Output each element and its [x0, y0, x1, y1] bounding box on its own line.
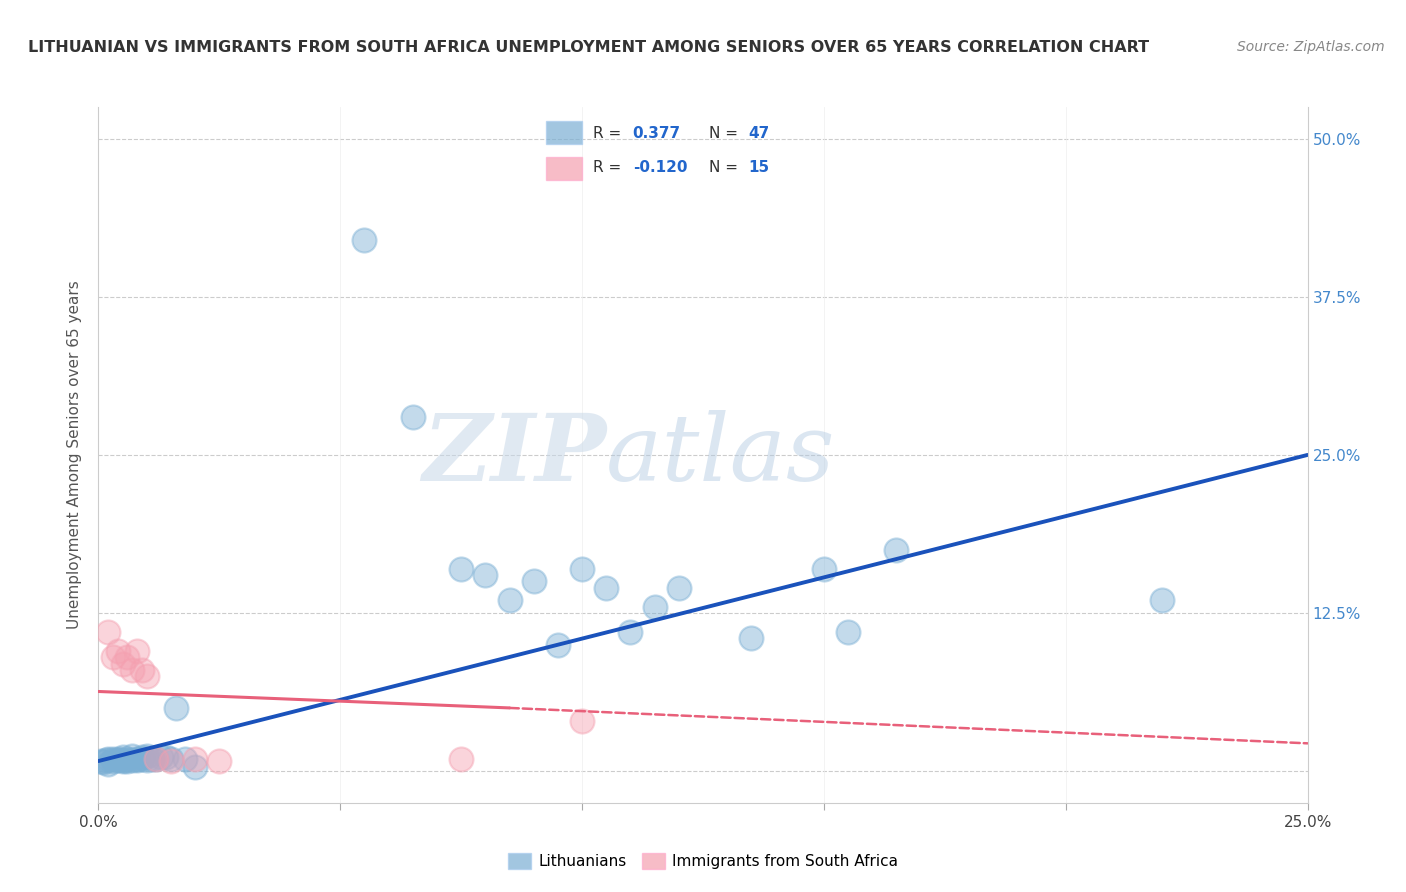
Point [547, 638, 569, 652]
Point [402, 409, 425, 424]
Point [450, 751, 472, 765]
Point [1152, 593, 1174, 607]
Point [145, 751, 167, 765]
Point [184, 760, 207, 774]
Text: LITHUANIAN VS IMMIGRANTS FROM SOUTH AFRICA UNEMPLOYMENT AMONG SENIORS OVER 65 YE: LITHUANIAN VS IMMIGRANTS FROM SOUTH AFRI… [28, 40, 1149, 55]
Point [668, 581, 690, 595]
Y-axis label: Unemployment Among Seniors over 65 years: Unemployment Among Seniors over 65 years [67, 281, 83, 629]
Text: R =: R = [593, 126, 621, 141]
Point [107, 644, 129, 658]
FancyBboxPatch shape [546, 121, 582, 145]
Point [644, 599, 666, 614]
Point [117, 751, 139, 765]
Legend: Lithuanians, Immigrants from South Africa: Lithuanians, Immigrants from South Afric… [502, 847, 904, 875]
Point [127, 753, 149, 767]
Point [107, 753, 129, 767]
Point [353, 233, 375, 247]
Point [165, 701, 187, 715]
Point [107, 751, 129, 765]
Point [97, 625, 120, 640]
Point [571, 714, 593, 728]
Text: -0.120: -0.120 [633, 161, 688, 176]
Text: 47: 47 [748, 126, 769, 141]
Point [135, 753, 157, 767]
Point [101, 754, 124, 768]
Point [135, 749, 157, 764]
FancyBboxPatch shape [546, 157, 582, 179]
Point [150, 750, 173, 764]
Point [135, 669, 157, 683]
Point [121, 753, 143, 767]
Point [208, 754, 231, 768]
Point [571, 562, 593, 576]
Text: atlas: atlas [606, 410, 835, 500]
Point [131, 750, 153, 764]
Text: ZIP: ZIP [422, 410, 606, 500]
Point [94, 753, 117, 767]
Point [160, 751, 183, 765]
Text: Source: ZipAtlas.com: Source: ZipAtlas.com [1237, 40, 1385, 54]
Point [886, 542, 908, 557]
Point [97, 756, 120, 771]
Point [127, 644, 149, 658]
Point [90, 754, 112, 768]
Point [117, 754, 139, 768]
Point [111, 750, 134, 764]
Point [131, 663, 153, 677]
Point [740, 632, 762, 646]
Point [91, 756, 114, 770]
Point [101, 650, 124, 665]
Point [127, 751, 149, 765]
Text: 0.377: 0.377 [633, 126, 681, 141]
Point [619, 625, 641, 640]
Point [121, 663, 143, 677]
Point [523, 574, 546, 589]
Point [131, 751, 153, 765]
Point [184, 751, 207, 765]
Text: N =: N = [709, 161, 738, 176]
Point [97, 751, 120, 765]
Point [450, 562, 472, 576]
Point [595, 581, 617, 595]
Point [474, 568, 496, 582]
Point [145, 751, 167, 765]
Text: N =: N = [709, 126, 738, 141]
Point [111, 657, 134, 671]
Point [813, 562, 835, 576]
Point [101, 751, 124, 765]
Point [160, 754, 183, 768]
Point [121, 749, 143, 764]
Text: R =: R = [593, 161, 621, 176]
Point [111, 753, 134, 767]
Point [837, 625, 859, 640]
Text: 15: 15 [748, 161, 769, 176]
Point [141, 751, 163, 765]
Point [155, 750, 177, 764]
Point [498, 593, 520, 607]
Point [111, 754, 134, 768]
Point [117, 650, 139, 665]
Point [174, 751, 197, 765]
